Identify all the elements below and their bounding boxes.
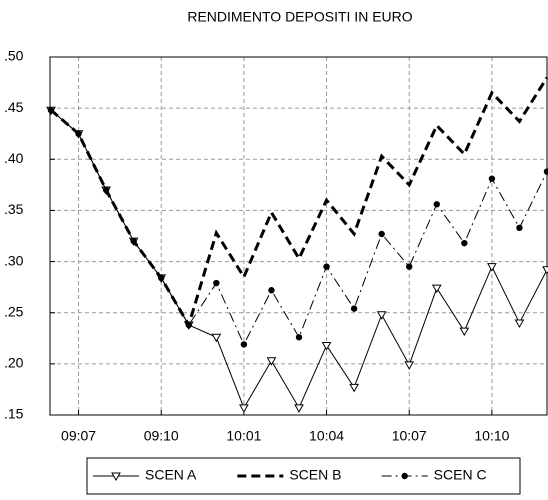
marker — [543, 168, 548, 175]
marker — [433, 201, 440, 208]
marker — [378, 230, 385, 238]
legend-label: SCEN C — [434, 467, 487, 483]
marker — [47, 106, 55, 114]
plot-frame — [49, 56, 548, 416]
marker — [459, 327, 470, 337]
y-tick-label: .25 — [4, 303, 24, 319]
marker — [350, 305, 358, 312]
y-tick-label: .45 — [4, 99, 24, 115]
series-line — [50, 76, 548, 329]
marker — [514, 319, 525, 328]
legend-label: SCEN A — [145, 467, 197, 483]
marker — [321, 341, 332, 351]
x-tick-label: 10:04 — [309, 428, 344, 444]
x-tick-label: 09:07 — [61, 428, 96, 444]
y-tick-label: .40 — [4, 150, 24, 166]
marker — [404, 361, 415, 370]
marker — [185, 321, 192, 329]
marker — [376, 311, 387, 320]
y-tick-label: .35 — [4, 201, 24, 217]
series-line — [50, 109, 548, 409]
y-tick-label: .50 — [4, 48, 24, 64]
marker — [516, 224, 523, 232]
marker — [239, 404, 249, 413]
marker — [349, 383, 359, 393]
marker — [268, 287, 275, 294]
marker — [431, 284, 442, 294]
y-tick-label: .15 — [4, 406, 24, 422]
x-tick-label: 10:10 — [474, 428, 509, 444]
marker — [488, 175, 496, 182]
marker — [487, 263, 497, 272]
marker — [323, 263, 330, 270]
x-tick-label: 10:01 — [226, 428, 261, 444]
marker — [240, 341, 248, 348]
marker — [461, 239, 468, 247]
marker — [102, 186, 110, 194]
marker — [294, 404, 304, 413]
marker — [542, 266, 548, 275]
legend-marker — [111, 472, 121, 482]
legend-label: SCEN B — [289, 467, 341, 483]
marker — [75, 130, 82, 137]
x-tick-label: 10:07 — [392, 428, 427, 444]
legend-marker — [401, 472, 408, 480]
x-tick-label: 09:10 — [144, 428, 179, 444]
legend-box — [86, 457, 521, 495]
marker — [158, 274, 165, 282]
marker — [213, 279, 220, 287]
marker — [295, 334, 303, 341]
marker — [266, 357, 277, 366]
y-tick-label: .20 — [4, 355, 24, 371]
chart-title: RENDIMENTO DEPOSITI IN EURO — [187, 9, 412, 25]
marker — [406, 263, 413, 270]
marker — [130, 237, 137, 245]
y-tick-label: .30 — [4, 252, 24, 268]
marker — [211, 333, 222, 343]
